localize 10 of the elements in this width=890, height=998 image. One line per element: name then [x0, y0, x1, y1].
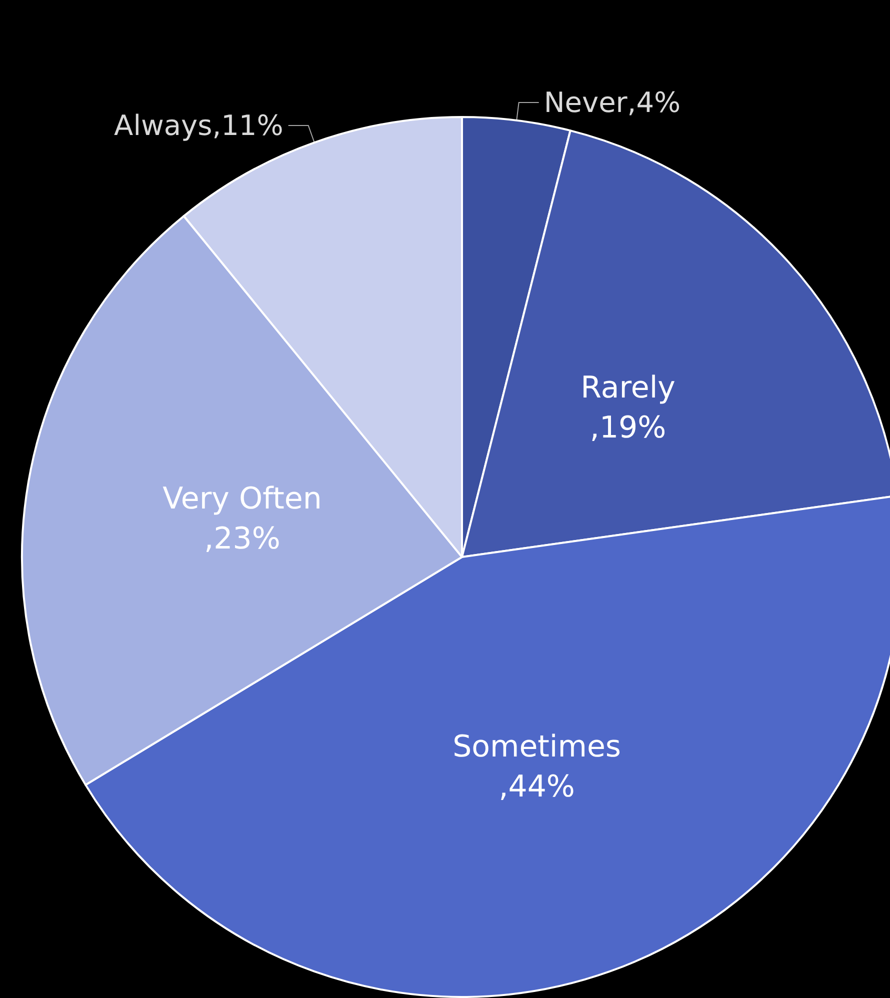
slice-label: Never	[544, 86, 628, 120]
slice-label: Always	[114, 109, 212, 142]
data-label: ,23%	[204, 522, 280, 557]
slice-label: Very Often	[162, 482, 322, 517]
data-label: ,11%	[212, 109, 284, 142]
data-label: ,19%	[590, 410, 666, 446]
data-label: ,44%	[498, 770, 575, 805]
slice-label: Rarely	[580, 370, 676, 406]
data-label: ,4%	[627, 86, 681, 120]
slice-label: Sometimes	[452, 730, 622, 765]
